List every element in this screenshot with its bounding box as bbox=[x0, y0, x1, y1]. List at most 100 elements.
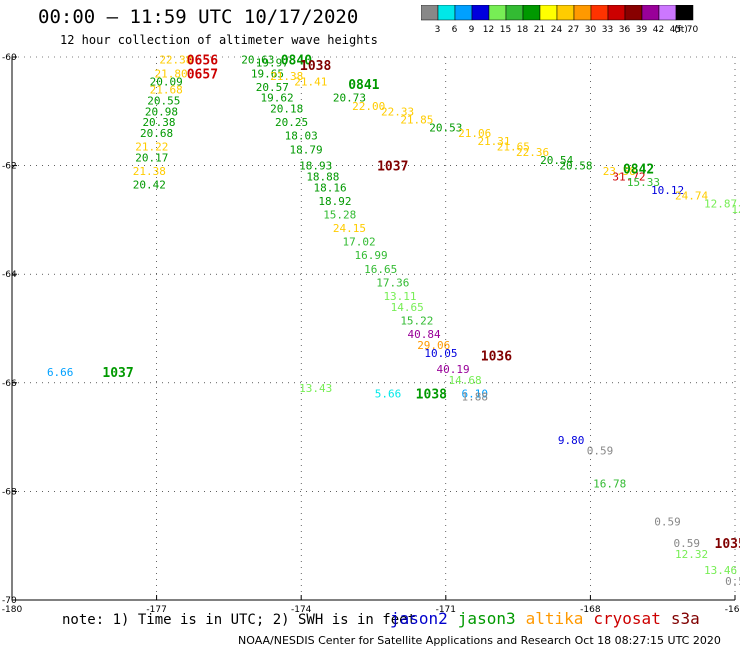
colorbar-label: 12 bbox=[483, 25, 494, 35]
x-tick-label: -177 bbox=[146, 605, 166, 615]
wave-height-label: 18.92 bbox=[318, 195, 351, 208]
wave-height-label: 17.36 bbox=[376, 276, 409, 289]
pass-time-label: 1038 bbox=[300, 59, 331, 74]
wave-height-label: 9.80 bbox=[558, 434, 585, 447]
wave-height-label: 0.59 bbox=[654, 515, 681, 528]
wave-height-label: 19.97 bbox=[256, 56, 289, 69]
wave-height-label: 13.46 bbox=[704, 564, 737, 577]
wave-height-label: 24.74 bbox=[675, 189, 708, 202]
chart-credit: NOAA/NESDIS Center for Satellite Applica… bbox=[238, 634, 721, 647]
satellite-legend-item: altika bbox=[525, 609, 584, 628]
wave-height-label: 20.63 bbox=[241, 54, 274, 67]
wave-height-label: 21.06 bbox=[458, 127, 491, 140]
wave-height-label: 20.38 bbox=[142, 116, 175, 129]
y-tick-label: -66 bbox=[2, 379, 17, 389]
wave-height-label: 19.65 bbox=[251, 67, 284, 80]
wave-height-label: 21.80 bbox=[154, 67, 187, 80]
chart-subtitle: 12 hour collection of altimeter wave hei… bbox=[60, 33, 378, 47]
wave-height-label: 21.85 bbox=[400, 113, 433, 126]
colorbar-label: 30 bbox=[585, 25, 597, 35]
pass-time-label: 0656 bbox=[187, 54, 218, 69]
wave-height-label: 17.02 bbox=[342, 236, 375, 249]
wave-height-label: 19.62 bbox=[261, 92, 294, 105]
satellite-legend-item: s3a bbox=[670, 609, 700, 628]
wave-height-label: 12.1 bbox=[731, 203, 740, 216]
wave-height-label: 15.22 bbox=[400, 314, 433, 327]
wave-height-label: 21.31 bbox=[477, 135, 510, 148]
colorbar-label: 24 bbox=[551, 25, 563, 35]
pass-time-label: 1036 bbox=[481, 350, 512, 365]
pass-time-label: 1037 bbox=[102, 366, 133, 381]
wave-height-label: 31.72 bbox=[612, 170, 645, 183]
wave-height-label: 22.33 bbox=[381, 105, 414, 118]
wave-height-label: 18.16 bbox=[314, 181, 347, 194]
wave-height-label: 12.32 bbox=[675, 548, 708, 561]
pass-time-label: 0657 bbox=[187, 67, 218, 82]
wave-height-label: 40.84 bbox=[408, 328, 441, 341]
colorbar-label: 27 bbox=[568, 25, 579, 35]
colorbar-label: 39 bbox=[636, 25, 648, 35]
colorbar-label: 6 bbox=[452, 25, 458, 35]
colorbar-unit: (ft) bbox=[674, 25, 688, 35]
y-tick-label: -68 bbox=[2, 487, 17, 497]
wave-height-label: 40.19 bbox=[436, 363, 469, 376]
wave-height-label: 10.05 bbox=[424, 347, 457, 360]
pass-time-label: 1038 bbox=[416, 388, 447, 403]
wave-height-label: 20.98 bbox=[145, 105, 178, 118]
wave-height-label: 18.93 bbox=[299, 160, 332, 173]
wave-height-label: 20.42 bbox=[133, 179, 166, 192]
wave-height-label: 12.87 bbox=[704, 198, 737, 211]
wave-height-label: 13.11 bbox=[383, 290, 416, 303]
x-tick-label: -171 bbox=[436, 605, 456, 615]
satellite-legend-item: jason3 bbox=[457, 609, 516, 628]
wave-height-label: 16.65 bbox=[364, 263, 397, 276]
wave-height-label: 21.38 bbox=[133, 165, 166, 178]
pass-time-label: 1035 bbox=[715, 537, 740, 552]
wave-height-label: 20.17 bbox=[135, 151, 168, 164]
colorbar-swatch bbox=[675, 5, 694, 21]
wave-height-label: 20.68 bbox=[140, 127, 173, 140]
chart-note: note: 1) Time is in UTC; 2) SWH is in fe… bbox=[62, 612, 417, 628]
wave-height-label: 20.58 bbox=[559, 160, 592, 173]
wave-height-label: 10.12 bbox=[651, 184, 684, 197]
colorbar-label: 45 bbox=[670, 25, 681, 35]
x-tick-label: -168 bbox=[580, 605, 601, 615]
wave-height-label: 20.57 bbox=[256, 81, 289, 94]
y-tick-label: -62 bbox=[2, 162, 17, 172]
pass-time-label: 0840 bbox=[281, 54, 312, 69]
wave-height-colorbar: 3 6 9 12 15 18 21 24 27 30 33 36 39 42 45 70(ft) bbox=[421, 5, 699, 35]
colorbar-label: 33 bbox=[602, 25, 613, 35]
colorbar-label: 36 bbox=[619, 25, 631, 35]
colorbar-label: 21 bbox=[534, 25, 545, 35]
wave-height-label: 15.28 bbox=[323, 208, 356, 221]
wave-height-label: 0.59 bbox=[587, 445, 614, 458]
wave-height-label: 22.38 bbox=[159, 54, 192, 67]
pass-time-label: 0842 bbox=[623, 162, 654, 177]
colorbar-label: 70 bbox=[687, 25, 699, 35]
wave-height-label: 21.65 bbox=[497, 141, 530, 154]
wave-height-label: 6.10 bbox=[461, 388, 488, 401]
wave-height-label: 15.33 bbox=[627, 176, 660, 189]
wave-height-label: 23.58 bbox=[603, 165, 636, 178]
wave-height-label: 21.68 bbox=[150, 84, 183, 97]
wave-height-label: 1.88 bbox=[461, 390, 488, 403]
pass-time-label: 1037 bbox=[377, 160, 408, 175]
wave-height-label: 13.43 bbox=[299, 382, 332, 395]
colorbar-label: 3 bbox=[435, 25, 441, 35]
colorbar-label: 42 bbox=[653, 25, 664, 35]
wave-height-label: 6.66 bbox=[47, 366, 74, 379]
wave-height-label: 14.65 bbox=[391, 301, 424, 314]
wave-height-label: 5.66 bbox=[375, 388, 402, 401]
wave-height-label: 20.09 bbox=[150, 75, 183, 88]
wave-height-label: 16.99 bbox=[355, 249, 388, 262]
x-tick-label: -174 bbox=[291, 605, 312, 615]
wave-height-label: 22.36 bbox=[516, 146, 549, 159]
wave-height-label: 14.68 bbox=[449, 374, 482, 387]
wave-height-label: 0.59 bbox=[674, 537, 701, 550]
wave-height-label: 29.06 bbox=[417, 339, 450, 352]
wave-height-label: 18.79 bbox=[289, 143, 322, 156]
colorbar-label: 18 bbox=[517, 25, 529, 35]
wave-height-label: 21.41 bbox=[294, 75, 327, 88]
y-tick-label: -70 bbox=[2, 596, 17, 606]
